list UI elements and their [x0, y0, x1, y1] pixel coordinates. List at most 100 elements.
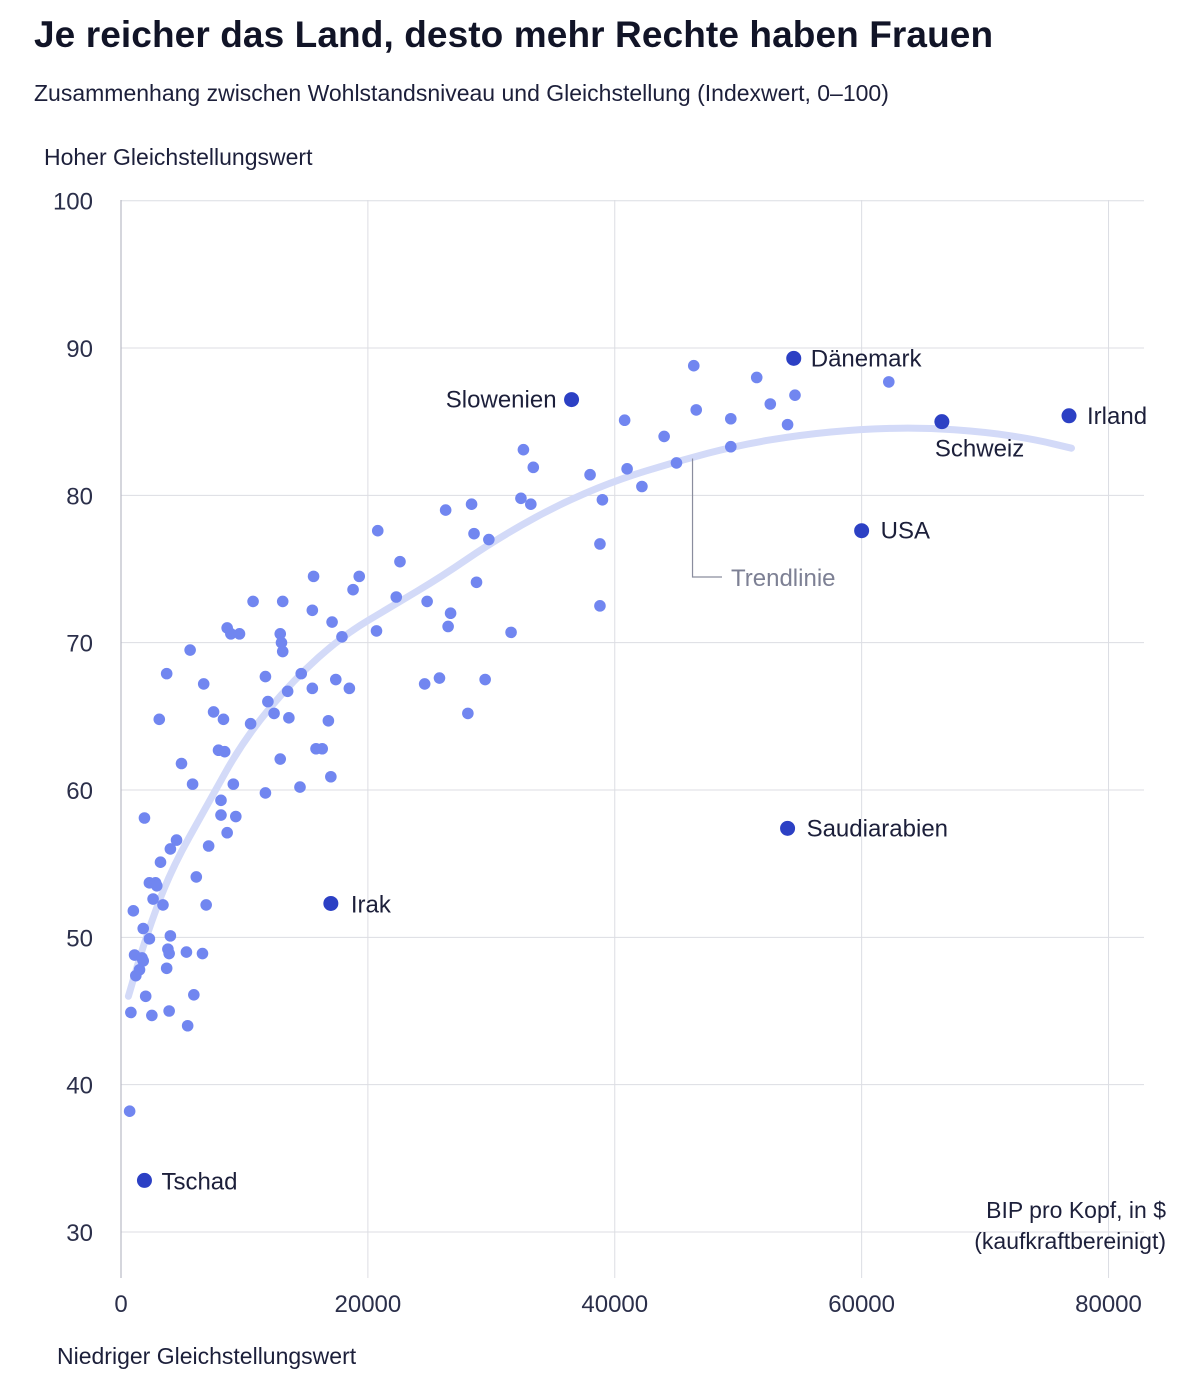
data-point: [229, 810, 242, 823]
data-point: [184, 644, 196, 656]
data-point: [295, 667, 308, 680]
data-point: [217, 713, 230, 726]
data-point: [462, 707, 474, 720]
data-point: [163, 947, 175, 960]
trend-label-leader: [691, 458, 722, 578]
label-schweiz: Schweiz: [935, 436, 1024, 463]
data-point: [306, 682, 319, 695]
data-point: [276, 595, 289, 608]
data-point: [225, 628, 237, 640]
y-tick-label: 50: [66, 925, 93, 952]
data-point: [247, 595, 259, 608]
data-point: [750, 371, 763, 384]
highlighted-points: [136, 350, 1077, 1188]
label-tschad: Tschad: [161, 1168, 237, 1195]
highlight-point-daenemark: [786, 350, 802, 366]
data-point: [221, 826, 233, 839]
data-point: [394, 555, 406, 568]
data-point: [444, 607, 457, 620]
data-point: [207, 706, 220, 718]
highlight-point-slowenien: [564, 392, 580, 408]
data-point: [125, 1006, 137, 1019]
data-point: [274, 753, 287, 765]
grid-lines: [121, 200, 1144, 1278]
data-point: [421, 595, 433, 608]
data-point: [505, 626, 517, 639]
data-point: [133, 963, 146, 976]
data-point: [215, 794, 227, 807]
data-point: [316, 742, 329, 755]
data-point: [724, 412, 737, 425]
highlight-point-irland: [1061, 408, 1077, 424]
data-point: [343, 682, 356, 695]
data-point: [227, 778, 240, 790]
data-point: [283, 712, 295, 724]
data-point: [259, 787, 272, 799]
highlight-point-irak: [323, 895, 339, 911]
data-point: [325, 770, 337, 783]
data-point: [268, 707, 280, 720]
data-point: [160, 667, 173, 680]
label-irland: Irland: [1087, 403, 1147, 430]
data-point: [724, 440, 737, 453]
y-tick-label: 90: [66, 336, 93, 363]
data-point: [336, 630, 348, 643]
label-slowenien: Slowenien: [446, 387, 557, 414]
data-point: [262, 695, 274, 708]
data-point: [390, 591, 403, 603]
data-point: [157, 899, 169, 911]
data-point: [188, 988, 200, 1001]
data-point: [594, 600, 606, 612]
data-point: [123, 1105, 136, 1117]
data-point: [594, 538, 606, 550]
data-point: [687, 359, 700, 372]
data-point: [281, 685, 294, 698]
data-point: [276, 645, 289, 658]
data-point: [160, 962, 173, 975]
data-point: [515, 492, 527, 505]
data-point: [146, 1009, 158, 1022]
x-tick-label: 20000: [335, 1291, 402, 1318]
data-point: [658, 430, 670, 443]
data-point: [163, 1005, 175, 1017]
data-point: [294, 781, 306, 793]
data-point: [233, 628, 246, 640]
label-irak: Irak: [351, 891, 392, 918]
label-saudiarabien: Saudiarabien: [807, 815, 948, 842]
y-tick-label: 100: [53, 189, 93, 216]
data-point: [618, 414, 631, 427]
data-point: [202, 840, 215, 852]
data-point: [180, 946, 193, 958]
x-tick-label: 80000: [1075, 1291, 1142, 1318]
y-tick-label: 70: [66, 631, 93, 658]
x-tick-label: 40000: [581, 1291, 648, 1318]
x-tick-label: 60000: [828, 1291, 895, 1318]
y-tick-label: 30: [66, 1220, 93, 1247]
highlight-point-saudiarabien: [780, 820, 796, 836]
data-point: [196, 947, 209, 960]
data-point: [306, 604, 319, 617]
data-point: [137, 922, 150, 935]
data-point: [164, 843, 177, 855]
data-point: [525, 498, 537, 510]
data-point: [584, 468, 596, 481]
data-point: [127, 905, 140, 917]
y-tick-label: 40: [66, 1073, 93, 1100]
data-point: [181, 1019, 194, 1032]
y-axis-label-top: Hoher Gleichstellungswert: [44, 144, 313, 170]
highlight-point-schweiz: [934, 414, 950, 430]
labels: Tschad Irak Slowenien Dänemark Schweiz Irland…: [161, 345, 1147, 1195]
data-point: [329, 673, 342, 686]
highlight-point-usa: [854, 523, 870, 539]
data-point: [433, 672, 446, 684]
data-point: [274, 628, 287, 640]
chart-subtitle: Zusammenhang zwischen Wohlstandsniveau u…: [34, 80, 889, 106]
x-axis-label-line2: (kaufkraftbereinigt): [974, 1228, 1166, 1254]
data-point: [244, 717, 257, 730]
data-point: [370, 625, 383, 637]
axes: 30 40 50 60 70 80 90 100 0 20000 40000 60000 80000 Ho…: [44, 144, 1166, 1369]
data-point: [154, 856, 167, 869]
data-point: [527, 461, 540, 474]
data-point: [442, 620, 454, 633]
data-point: [322, 714, 335, 727]
